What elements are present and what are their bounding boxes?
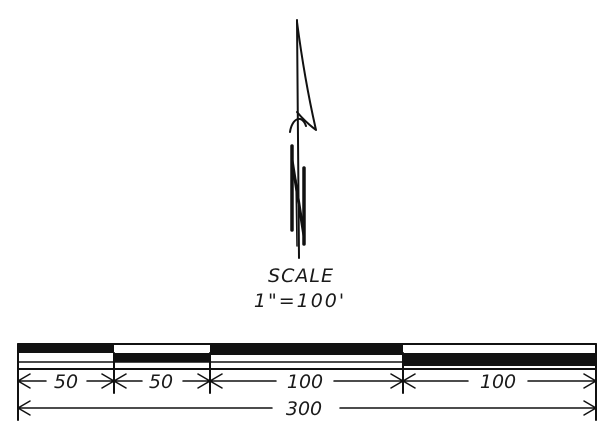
north-arrow-icon — [289, 19, 317, 259]
total-dimension: 300 — [17, 398, 597, 420]
scale-bar-block-3 — [210, 344, 403, 355]
segment-dimension-4: 100 — [402, 371, 597, 393]
segment-label-3: 100 — [287, 371, 323, 393]
segment-dimension-2: 50 — [113, 371, 211, 393]
segment-dimension-1: 50 — [17, 371, 115, 393]
total-label: 300 — [286, 398, 322, 420]
segment-label-4: 100 — [480, 371, 516, 393]
scale-ratio: 1"=100' — [254, 290, 346, 312]
scale-bar-block-1 — [18, 344, 114, 353]
segment-label-1: 50 — [54, 371, 78, 393]
north-letter — [290, 144, 306, 247]
scale-bar-block-4 — [403, 353, 596, 366]
graphic-scale-bar — [17, 343, 597, 370]
scale-dimensions: 50 50 100 100 — [17, 343, 597, 421]
scale-title: SCALE — [268, 265, 334, 287]
scale-bar-block-2 — [114, 353, 210, 362]
segment-dimension-3: 100 — [209, 371, 404, 393]
segment-label-2: 50 — [149, 371, 173, 393]
